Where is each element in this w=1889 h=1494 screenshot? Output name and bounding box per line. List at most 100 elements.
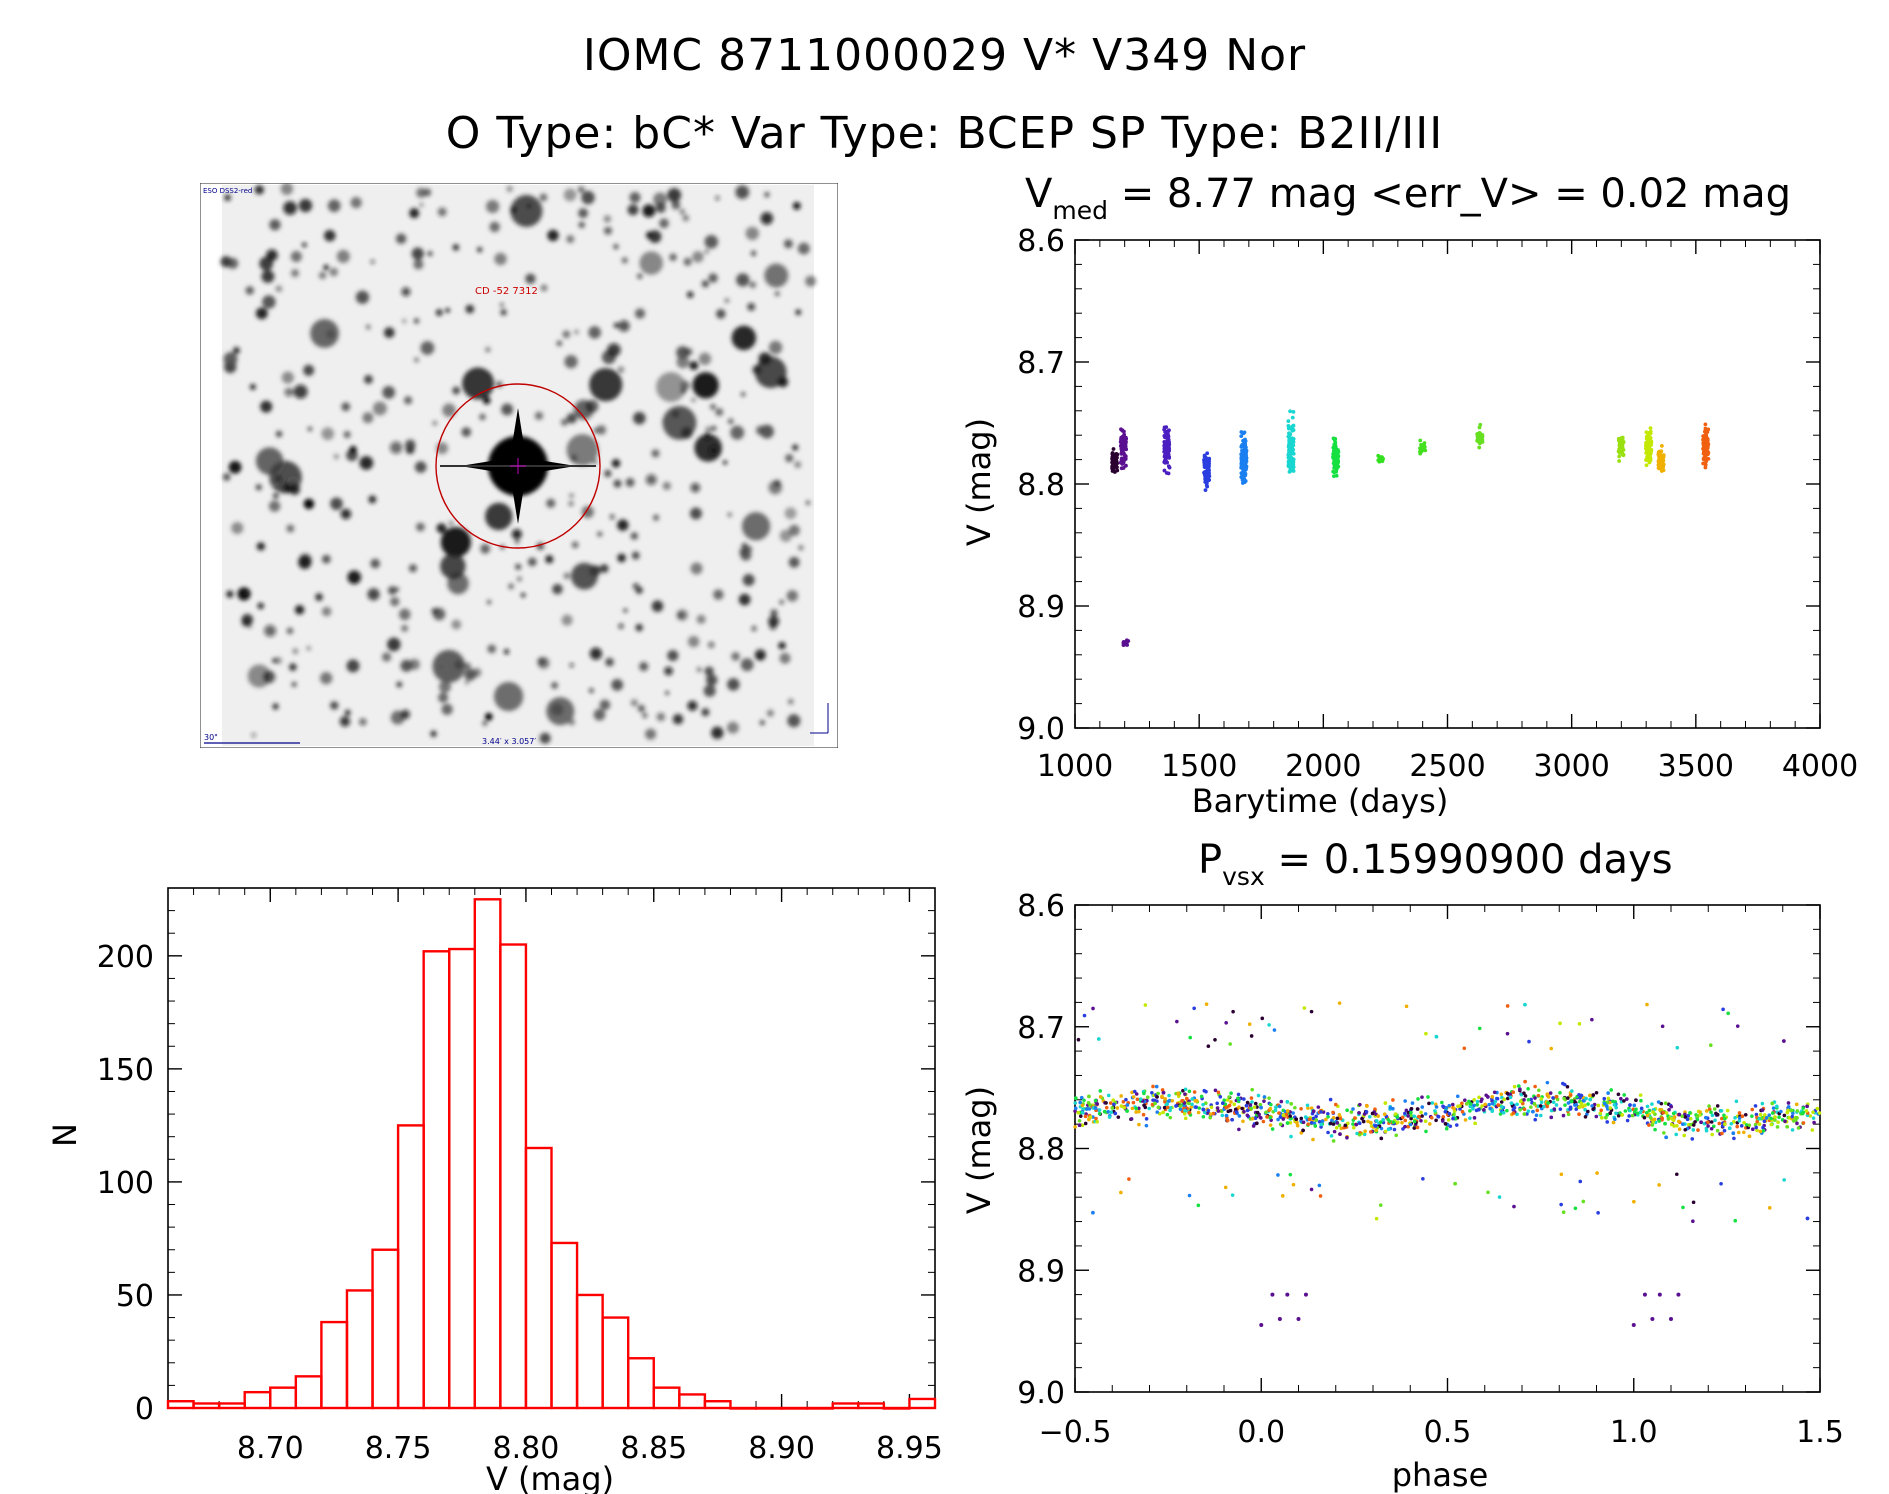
ph-point — [1202, 1088, 1207, 1093]
ph-point — [1409, 1116, 1413, 1121]
star — [618, 320, 630, 332]
ph-point — [1554, 1103, 1559, 1107]
star — [330, 497, 343, 511]
ph-point — [1183, 1108, 1187, 1113]
star — [662, 418, 668, 424]
star — [639, 251, 663, 275]
ph-point — [1502, 1097, 1506, 1102]
star — [427, 251, 433, 257]
ph-point — [1419, 1118, 1423, 1123]
ph-point — [1112, 1102, 1116, 1107]
histogram-bar — [396, 1124, 425, 1410]
ph-point — [1423, 1119, 1428, 1123]
ph-point — [1490, 1101, 1495, 1106]
star — [318, 271, 327, 280]
ph-point — [1735, 1124, 1740, 1129]
ph-point — [1076, 1110, 1081, 1115]
ph-point — [1150, 1090, 1154, 1095]
ph-point — [1374, 1216, 1379, 1221]
ph-point — [1074, 1096, 1078, 1100]
ph-point — [1194, 1105, 1199, 1109]
ph-point — [1808, 1114, 1813, 1118]
ph-point — [1366, 1119, 1370, 1124]
star — [511, 529, 522, 540]
ph-point — [1400, 1121, 1404, 1125]
ph-point — [1563, 1103, 1567, 1107]
star — [745, 226, 760, 241]
ph-faint-point — [1296, 1316, 1301, 1321]
star — [534, 411, 544, 421]
ph-faint-point — [1650, 1316, 1655, 1321]
ph-point — [1108, 1101, 1113, 1105]
ph-point — [1782, 1039, 1786, 1043]
ph-point — [1262, 1099, 1266, 1103]
star — [703, 432, 711, 440]
ph-point — [1215, 1106, 1220, 1110]
ph-point — [1493, 1099, 1498, 1104]
ph-point — [1392, 1127, 1397, 1132]
ph-point — [1583, 1107, 1587, 1112]
star — [323, 264, 329, 271]
ph-point — [1522, 1107, 1527, 1112]
star — [435, 309, 443, 316]
ph-point — [1357, 1133, 1362, 1137]
star — [275, 430, 283, 438]
star — [627, 204, 639, 216]
ph-point — [1591, 1107, 1595, 1111]
ph-point — [1472, 1098, 1476, 1102]
star — [758, 352, 772, 366]
ph-point — [1299, 1116, 1304, 1121]
star — [546, 498, 556, 508]
ph-point — [1569, 1099, 1574, 1104]
ph-point — [1201, 1107, 1206, 1112]
ph-point — [1450, 1102, 1455, 1107]
star — [696, 667, 702, 673]
ph-point — [1664, 1111, 1669, 1115]
star — [715, 195, 720, 201]
ph-point — [1396, 1120, 1400, 1125]
lc-point — [1290, 415, 1295, 420]
star — [256, 542, 266, 551]
ph-point — [1605, 1112, 1610, 1117]
star — [438, 680, 451, 693]
star — [563, 188, 577, 202]
phase-curve-ylabel: V (mag) — [960, 1086, 998, 1214]
lc-point — [1203, 459, 1208, 463]
star — [482, 396, 491, 405]
ph-xtick-label: 1.5 — [1796, 1415, 1844, 1450]
star — [708, 641, 715, 649]
ph-point — [1612, 1102, 1617, 1107]
ph-point — [1364, 1109, 1369, 1114]
lc-point — [1239, 452, 1244, 457]
ph-point — [1573, 1206, 1578, 1211]
ph-point — [1285, 1121, 1290, 1125]
ph-point — [1518, 1107, 1522, 1112]
star — [604, 226, 612, 235]
ph-point — [1583, 1103, 1587, 1108]
lc-frame — [1074, 239, 1821, 729]
star — [709, 403, 716, 410]
ph-point — [1170, 1098, 1175, 1103]
star — [617, 519, 629, 531]
ph-point — [1358, 1102, 1362, 1107]
ph-point — [1134, 1092, 1139, 1096]
ph-point — [1532, 1102, 1537, 1106]
ph-point — [1743, 1112, 1748, 1117]
star — [288, 663, 297, 672]
ph-point — [1757, 1116, 1761, 1121]
ph-point — [1775, 1104, 1779, 1109]
ph-point — [1688, 1116, 1693, 1121]
ph-point — [1267, 1023, 1271, 1027]
star — [500, 309, 507, 316]
ph-point — [1801, 1110, 1806, 1115]
hist-xtick-label: 8.95 — [876, 1431, 943, 1466]
ph-point — [1259, 1105, 1263, 1110]
ph-point — [1581, 1199, 1586, 1204]
ph-point — [1178, 1104, 1182, 1108]
ph-point — [1167, 1099, 1171, 1103]
ph-faint-point — [1303, 1292, 1308, 1297]
ph-point — [1104, 1101, 1108, 1105]
histogram-bar — [345, 1289, 374, 1410]
star — [777, 376, 789, 388]
